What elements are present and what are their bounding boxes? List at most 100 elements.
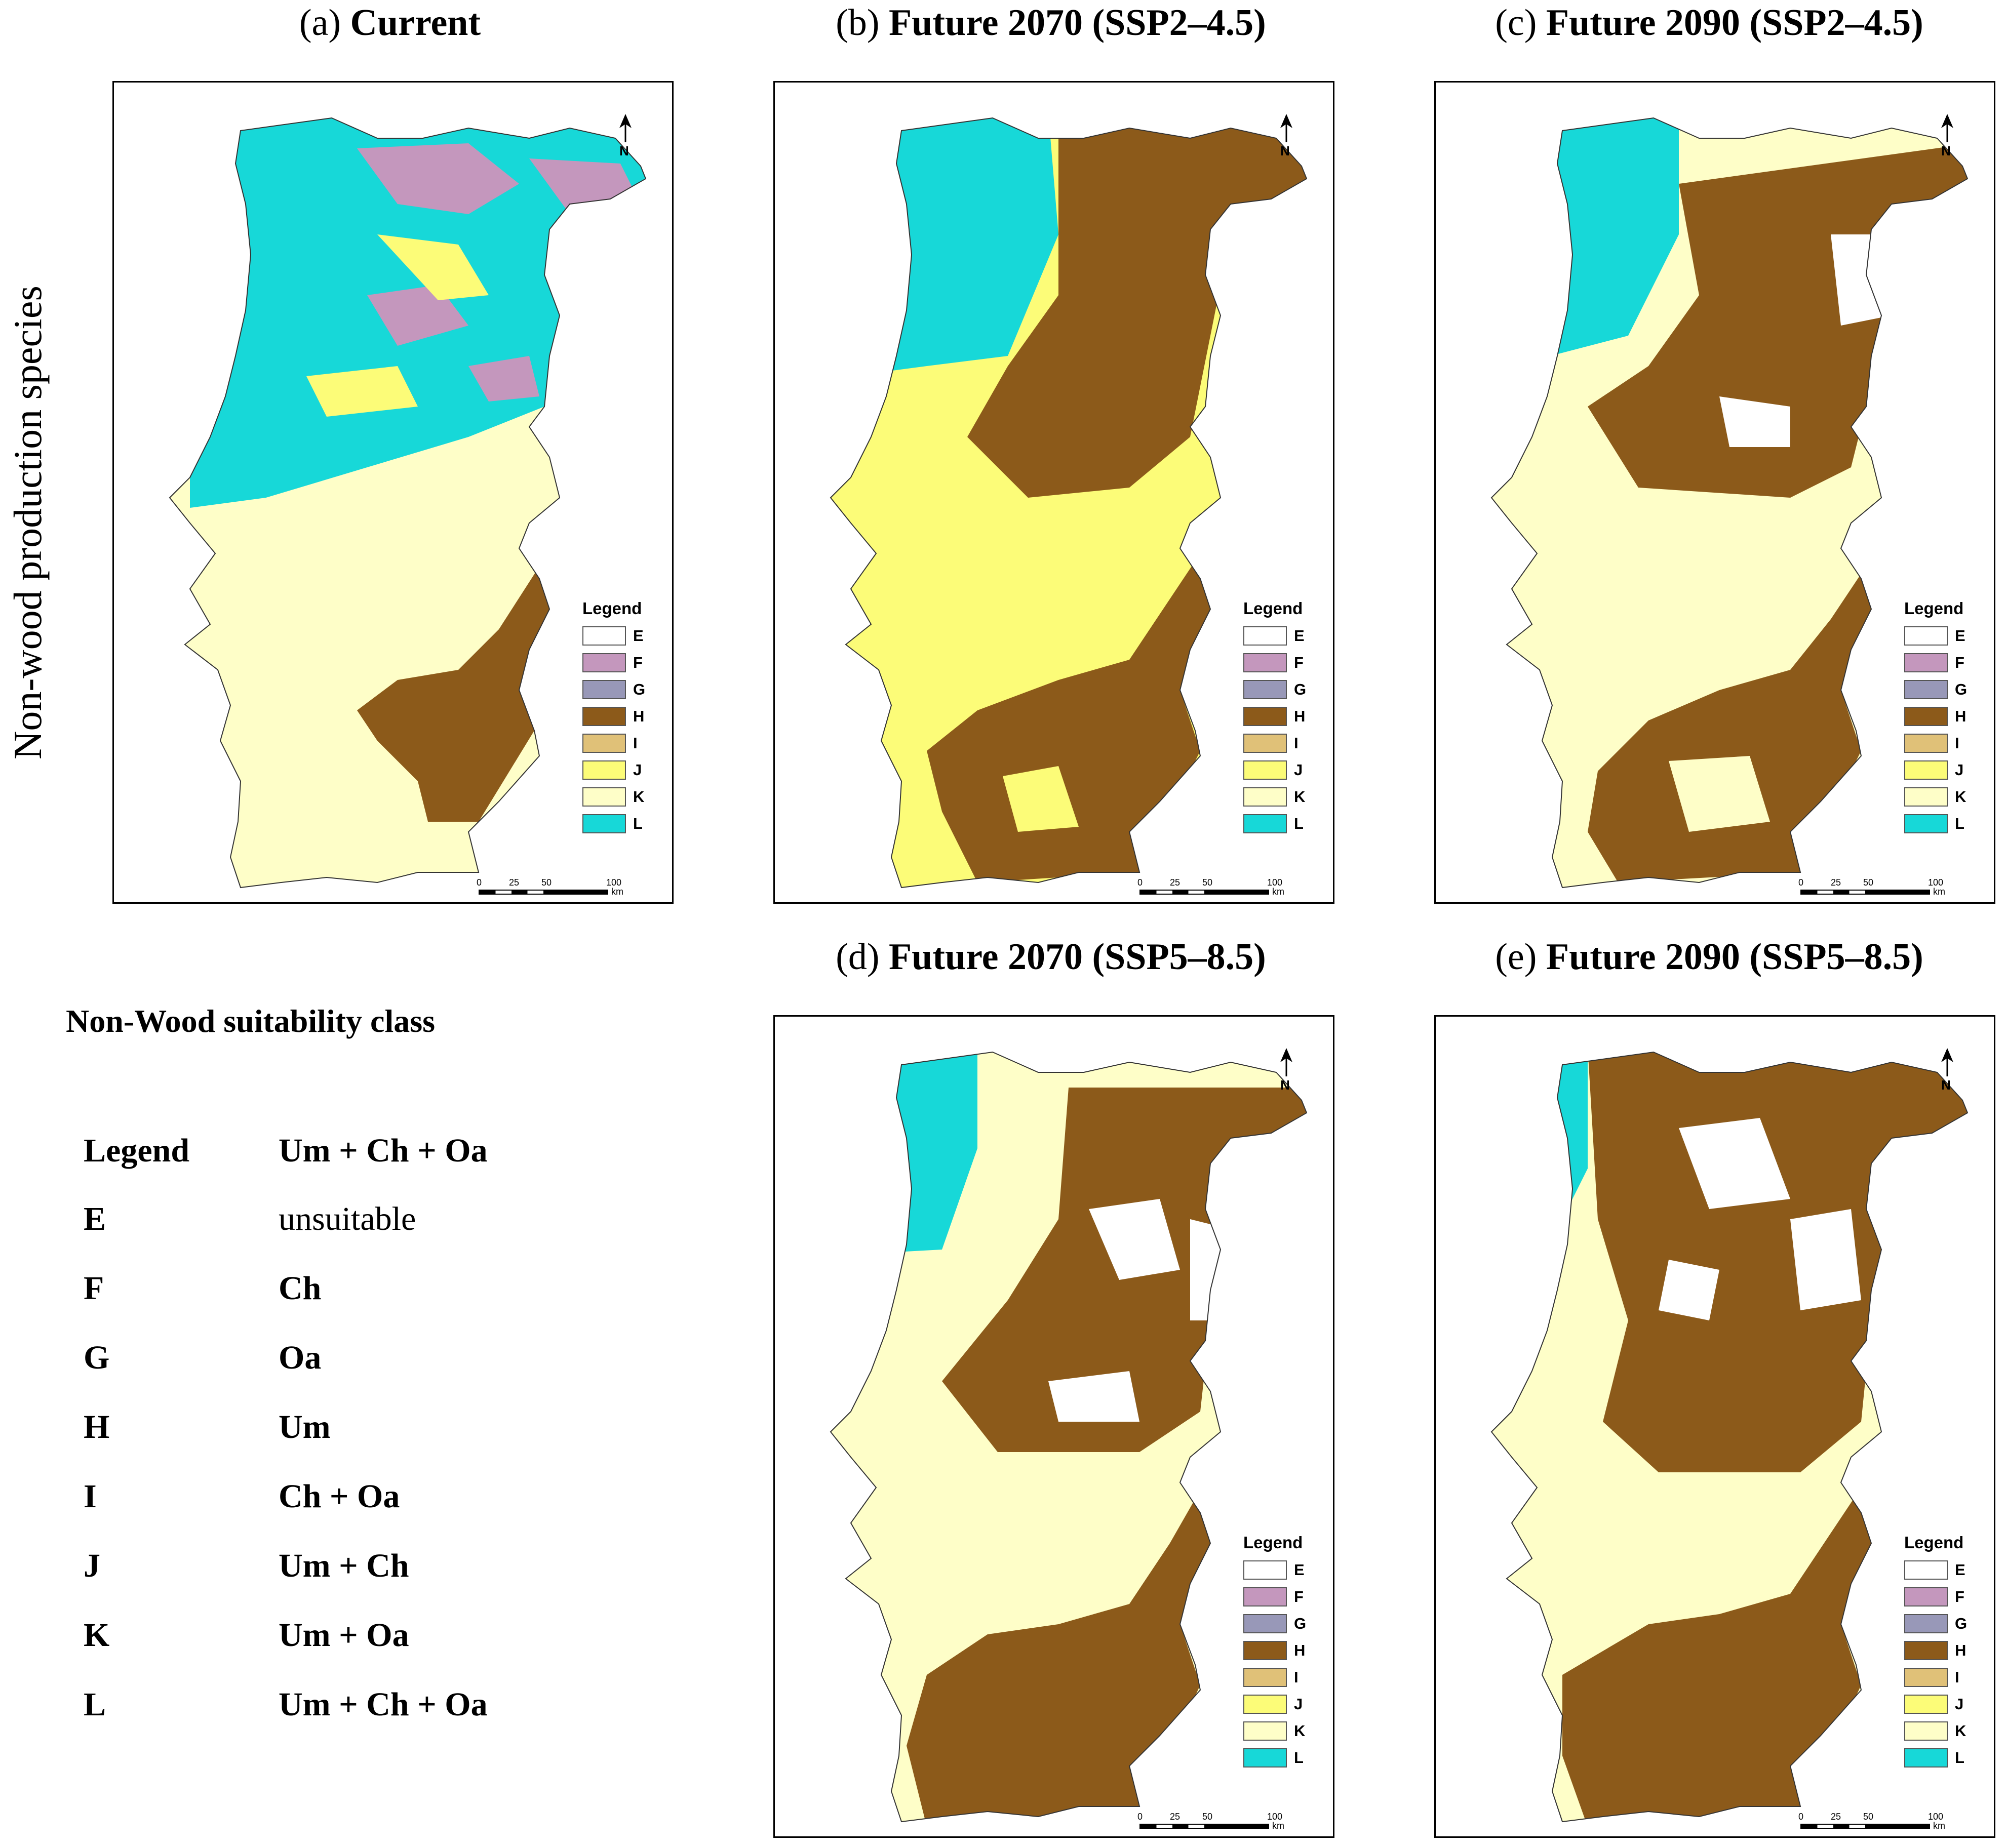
map-region-unsuitable xyxy=(1659,1118,1861,1320)
legend-item: K xyxy=(1904,1717,1967,1744)
scale-unit: km xyxy=(1272,1821,1284,1831)
legend-code: L xyxy=(1955,1748,1964,1766)
legend-item: E xyxy=(582,622,645,649)
map-legend: Legend E F G H I J K L xyxy=(1904,1533,1967,1771)
map-panel-b: N Legend E F G H I J K L 0 25 50 100 km xyxy=(773,81,1334,904)
legend-swatch xyxy=(1904,679,1948,699)
scale-unit: km xyxy=(1272,887,1284,897)
legend-title: Legend xyxy=(1904,599,1964,618)
scale-tick-label: 25 xyxy=(1831,877,1841,888)
legend-code: I xyxy=(633,734,638,752)
legend-swatch xyxy=(1904,706,1948,726)
legend-swatch xyxy=(582,814,626,833)
scale-bar-graphic xyxy=(479,890,608,895)
legend-item: E xyxy=(1904,1556,1967,1583)
legend-code: E xyxy=(1294,626,1305,645)
legend-item: G xyxy=(1243,1610,1306,1637)
legend-item: I xyxy=(582,730,645,756)
legend-swatch xyxy=(1243,1667,1287,1687)
legend-code: L xyxy=(1294,1748,1304,1766)
legend-code: I xyxy=(1294,734,1299,752)
legend-code: J xyxy=(1294,760,1303,779)
legend-code: K xyxy=(1294,787,1306,806)
legend-item: J xyxy=(582,756,645,783)
legend-swatch xyxy=(1243,679,1287,699)
map-region-south xyxy=(1588,558,1881,882)
legend-swatch xyxy=(1243,1640,1287,1660)
scale-bar: 0 25 50 100 km xyxy=(1798,877,1968,900)
legend-swatch xyxy=(582,653,626,672)
legend-swatch xyxy=(1904,653,1948,672)
scale-tick-label: 0 xyxy=(477,877,482,888)
legend-item: K xyxy=(1243,783,1306,810)
portugal-map xyxy=(830,117,1308,889)
legend-title: Legend xyxy=(1904,1533,1964,1552)
legend-code: H xyxy=(1294,707,1306,725)
legend-swatch xyxy=(1243,626,1287,646)
legend-code: K xyxy=(1955,787,1966,806)
legend-title: Legend xyxy=(1243,599,1303,618)
legend-code: K xyxy=(1294,1721,1306,1740)
country-outline xyxy=(1490,1051,1969,1823)
scale-tick-label: 25 xyxy=(1170,877,1181,888)
legend-code: G xyxy=(1294,1614,1307,1632)
scale-bar-graphic xyxy=(1139,1824,1269,1829)
legend-code: L xyxy=(633,814,643,832)
legend-code: H xyxy=(1955,707,1966,725)
legend-swatch xyxy=(582,706,626,726)
legend-item: J xyxy=(1904,1691,1967,1717)
legend-item: H xyxy=(1243,703,1306,730)
scale-bar-graphic xyxy=(1139,890,1269,895)
portugal-map xyxy=(1490,1051,1969,1823)
legend-item: I xyxy=(1904,1664,1967,1691)
scale-tick-label: 0 xyxy=(1137,877,1143,888)
legend-item: L xyxy=(582,810,645,837)
legend-code: I xyxy=(1955,1668,1959,1686)
legend-code: E xyxy=(633,626,644,645)
legend-code: F xyxy=(633,653,643,671)
legend-item: E xyxy=(1243,1556,1306,1583)
legend-swatch xyxy=(1243,1587,1287,1606)
panel-title-d: (d) Future 2070 (SSP5–8.5) xyxy=(836,936,1266,978)
panel-title-e: (e) Future 2090 (SSP5–8.5) xyxy=(1495,936,1923,978)
legend-swatch xyxy=(1904,787,1948,807)
legend-code: F xyxy=(1955,653,1964,671)
legend-code: G xyxy=(1955,1614,1968,1632)
map-panel-d: N Legend E F G H I J K L 0 25 50 100 km xyxy=(773,1015,1334,1838)
legend-item: L xyxy=(1243,1744,1306,1771)
legend-swatch xyxy=(1904,1748,1948,1767)
legend-item: K xyxy=(582,783,645,810)
scale-tick-label: 100 xyxy=(606,877,622,888)
legend-swatch xyxy=(1243,814,1287,833)
scale-tick-label: 50 xyxy=(1863,1812,1874,1822)
scale-unit: km xyxy=(1933,887,1945,897)
legend-code: F xyxy=(1294,653,1304,671)
map-legend: Legend E F G H I J K L xyxy=(582,599,645,837)
scale-bar: 0 25 50 100 km xyxy=(1798,1812,1968,1834)
legend-item: L xyxy=(1243,810,1306,837)
legend-item: H xyxy=(1243,1637,1306,1664)
legend-code: J xyxy=(1294,1695,1303,1713)
map-panel-a: N Legend E F G H I J K L 0 25 50 100 km xyxy=(112,81,674,904)
legend-item: F xyxy=(1243,1583,1306,1610)
legend-swatch xyxy=(1904,733,1948,753)
map-legend: Legend E F G H I J K L xyxy=(1243,1533,1306,1771)
legend-code: H xyxy=(1955,1641,1966,1659)
legend-swatch xyxy=(1243,653,1287,672)
legend-item: F xyxy=(582,649,645,676)
portugal-map xyxy=(1490,117,1969,889)
country-outline xyxy=(169,117,647,889)
legend-title: Legend xyxy=(582,599,642,618)
legend-swatch xyxy=(1904,1667,1948,1687)
scale-tick-label: 0 xyxy=(1798,1812,1804,1822)
legend-code: G xyxy=(1955,680,1968,698)
portugal-map xyxy=(830,1051,1308,1823)
legend-code: L xyxy=(1955,814,1964,832)
scale-tick-label: 50 xyxy=(541,877,552,888)
map-panel-c: N Legend E F G H I J K L 0 25 50 100 km xyxy=(1434,81,1995,904)
map-region-north-brown xyxy=(967,118,1307,498)
legend-title: Legend xyxy=(1243,1533,1303,1552)
legend-item: E xyxy=(1904,622,1967,649)
north-label: N xyxy=(619,143,629,158)
legend-item: F xyxy=(1243,649,1306,676)
